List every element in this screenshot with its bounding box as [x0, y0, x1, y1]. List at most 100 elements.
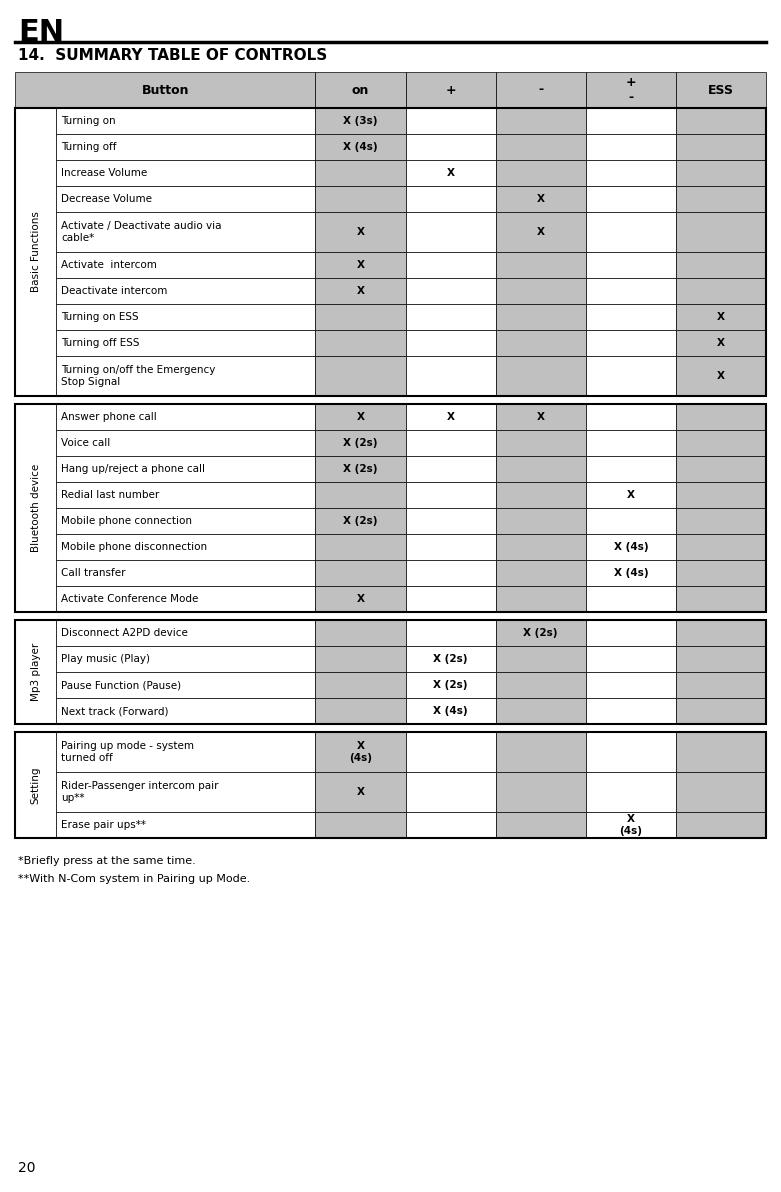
Bar [316, 108, 405, 134]
Bar [316, 212, 405, 252]
Bar [56, 108, 316, 134]
Text: X (2s): X (2s) [343, 516, 378, 526]
Bar [405, 508, 496, 534]
Text: Voice call: Voice call [61, 437, 111, 448]
Bar [56, 186, 316, 212]
Text: Activate  intercom: Activate intercom [61, 260, 157, 271]
Bar [586, 108, 676, 134]
Bar [496, 212, 586, 252]
Text: X (4s): X (4s) [343, 142, 378, 153]
Bar [405, 732, 496, 772]
Bar [316, 304, 405, 330]
Bar [56, 620, 316, 646]
Bar [405, 772, 496, 812]
Bar [586, 534, 676, 560]
Bar [15, 72, 316, 108]
Bar [676, 586, 766, 611]
Text: X: X [627, 490, 635, 499]
Text: X: X [717, 371, 725, 381]
Text: Disconnect A2PD device: Disconnect A2PD device [61, 628, 188, 638]
Bar [676, 620, 766, 646]
Bar [56, 560, 316, 586]
Bar [56, 457, 316, 482]
Bar [676, 356, 766, 396]
Bar [676, 772, 766, 812]
Bar [586, 812, 676, 838]
Bar [586, 186, 676, 212]
Bar [405, 278, 496, 304]
Text: Hang up/reject a phone call: Hang up/reject a phone call [61, 464, 205, 474]
Bar [676, 330, 766, 356]
Bar [676, 404, 766, 430]
Bar [405, 560, 496, 586]
Text: Pairing up mode - system
turned off: Pairing up mode - system turned off [61, 740, 194, 763]
Text: Increase Volume: Increase Volume [61, 168, 148, 178]
Text: +
-: + - [626, 75, 637, 105]
Text: Activate Conference Mode: Activate Conference Mode [61, 594, 198, 604]
Text: X: X [356, 260, 365, 271]
Bar [496, 404, 586, 430]
Bar [586, 356, 676, 396]
Bar [586, 278, 676, 304]
Bar [405, 108, 496, 134]
Bar [586, 404, 676, 430]
Bar [676, 108, 766, 134]
Text: X (2s): X (2s) [523, 628, 558, 638]
Bar [496, 72, 586, 108]
Bar [56, 304, 316, 330]
Text: X (2s): X (2s) [433, 679, 468, 690]
Bar [405, 212, 496, 252]
Bar [56, 534, 316, 560]
Bar [586, 586, 676, 611]
Bar [316, 457, 405, 482]
Bar [586, 560, 676, 586]
Bar [56, 699, 316, 724]
Bar [586, 646, 676, 672]
Text: Deactivate intercom: Deactivate intercom [61, 286, 168, 296]
Bar [316, 508, 405, 534]
Bar [586, 772, 676, 812]
Text: Play music (Play): Play music (Play) [61, 654, 150, 664]
Bar [405, 252, 496, 278]
Bar [676, 534, 766, 560]
Bar [405, 356, 496, 396]
Bar [316, 699, 405, 724]
Bar [676, 646, 766, 672]
Bar [676, 482, 766, 508]
Bar [405, 160, 496, 186]
Bar [586, 212, 676, 252]
Text: Next track (Forward): Next track (Forward) [61, 706, 169, 716]
Text: X (3s): X (3s) [343, 116, 378, 126]
Text: Button: Button [141, 83, 189, 97]
Bar [496, 646, 586, 672]
Text: X: X [717, 312, 725, 322]
Text: X: X [537, 194, 544, 204]
Bar [586, 134, 676, 160]
Bar [405, 457, 496, 482]
Bar [56, 586, 316, 611]
Bar [405, 620, 496, 646]
Bar [56, 212, 316, 252]
Bar [316, 732, 405, 772]
Text: Bluetooth device: Bluetooth device [30, 464, 41, 552]
Bar [496, 482, 586, 508]
Bar [56, 160, 316, 186]
Bar [316, 482, 405, 508]
Text: Turning off ESS: Turning off ESS [61, 339, 140, 348]
Bar [676, 72, 766, 108]
Bar [586, 160, 676, 186]
Bar [586, 430, 676, 457]
Bar [56, 430, 316, 457]
Bar [586, 330, 676, 356]
Text: Mp3 player: Mp3 player [30, 642, 41, 701]
Bar [496, 586, 586, 611]
Bar [316, 534, 405, 560]
Bar [56, 278, 316, 304]
Text: X: X [717, 339, 725, 348]
Bar [56, 508, 316, 534]
Bar [496, 772, 586, 812]
Bar [56, 646, 316, 672]
Text: Erase pair ups**: Erase pair ups** [61, 820, 146, 830]
Text: Basic Functions: Basic Functions [30, 211, 41, 292]
Bar [676, 212, 766, 252]
